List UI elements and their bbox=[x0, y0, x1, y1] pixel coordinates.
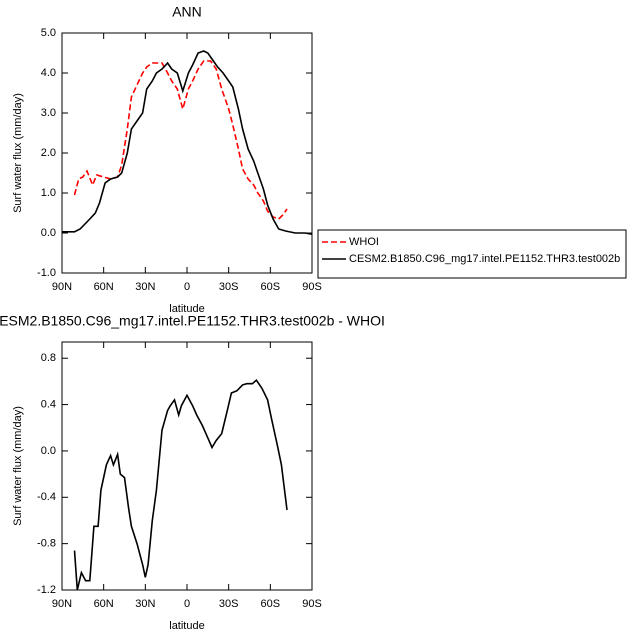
y-tick-label: -0.4 bbox=[37, 491, 56, 503]
x-tick-label: 60S bbox=[261, 281, 281, 293]
legend: WHOI CESM2.B1850.C96_mg17.intel.PE1152.TH… bbox=[317, 229, 627, 279]
chart-title: ANN bbox=[172, 4, 202, 20]
legend-label: WHOI bbox=[349, 236, 379, 248]
x-tick-label: 90N bbox=[52, 598, 72, 610]
x-tick-label: 60N bbox=[94, 598, 114, 610]
y-tick-label: 0.0 bbox=[41, 445, 56, 457]
x-axis-label: latitude bbox=[169, 303, 204, 315]
y-tick-label: 4.0 bbox=[41, 67, 56, 79]
x-axis-label: latitude bbox=[169, 620, 204, 632]
data-line bbox=[62, 50, 313, 235]
y-tick-label: -1.0 bbox=[37, 267, 56, 279]
y-tick-label: -0.8 bbox=[37, 538, 56, 550]
y-tick-label: 5.0 bbox=[41, 27, 56, 39]
y-tick-label: -1.2 bbox=[37, 584, 56, 596]
y-tick-label: 2.0 bbox=[41, 147, 56, 159]
x-tick-label: 90S bbox=[302, 598, 322, 610]
plot-frame bbox=[61, 341, 313, 591]
y-axis-label: Surf water flux (mm/day) bbox=[12, 406, 24, 526]
data-line bbox=[73, 60, 288, 220]
x-tick-label: 60N bbox=[94, 281, 114, 293]
plot-frame bbox=[61, 32, 313, 274]
x-tick-label: 90N bbox=[52, 281, 72, 293]
y-tick-label: 0.4 bbox=[41, 398, 56, 410]
y-tick-label: 1.0 bbox=[41, 187, 56, 199]
x-tick-label: 30S bbox=[219, 281, 239, 293]
x-tick-label: 30N bbox=[135, 598, 155, 610]
data-line bbox=[73, 379, 288, 591]
y-tick-label: 3.0 bbox=[41, 107, 56, 119]
y-tick-label: 0.8 bbox=[41, 352, 56, 364]
legend-box bbox=[317, 229, 627, 279]
y-axis-label: Surf water flux (mm/day) bbox=[12, 93, 24, 213]
x-tick-label: 0 bbox=[184, 598, 190, 610]
y-tick-label: 0.0 bbox=[41, 227, 56, 239]
chart-title: CESM2.B1850.C96_mg17.intel.PE1152.THR3.t… bbox=[0, 313, 385, 329]
x-tick-label: 30N bbox=[135, 281, 155, 293]
legend-label: CESM2.B1850.C96_mg17.intel.PE1152.THR3.t… bbox=[349, 253, 620, 265]
x-tick-label: 90S bbox=[302, 281, 322, 293]
x-tick-label: 0 bbox=[184, 281, 190, 293]
x-tick-label: 60S bbox=[261, 598, 281, 610]
x-tick-label: 30S bbox=[219, 598, 239, 610]
